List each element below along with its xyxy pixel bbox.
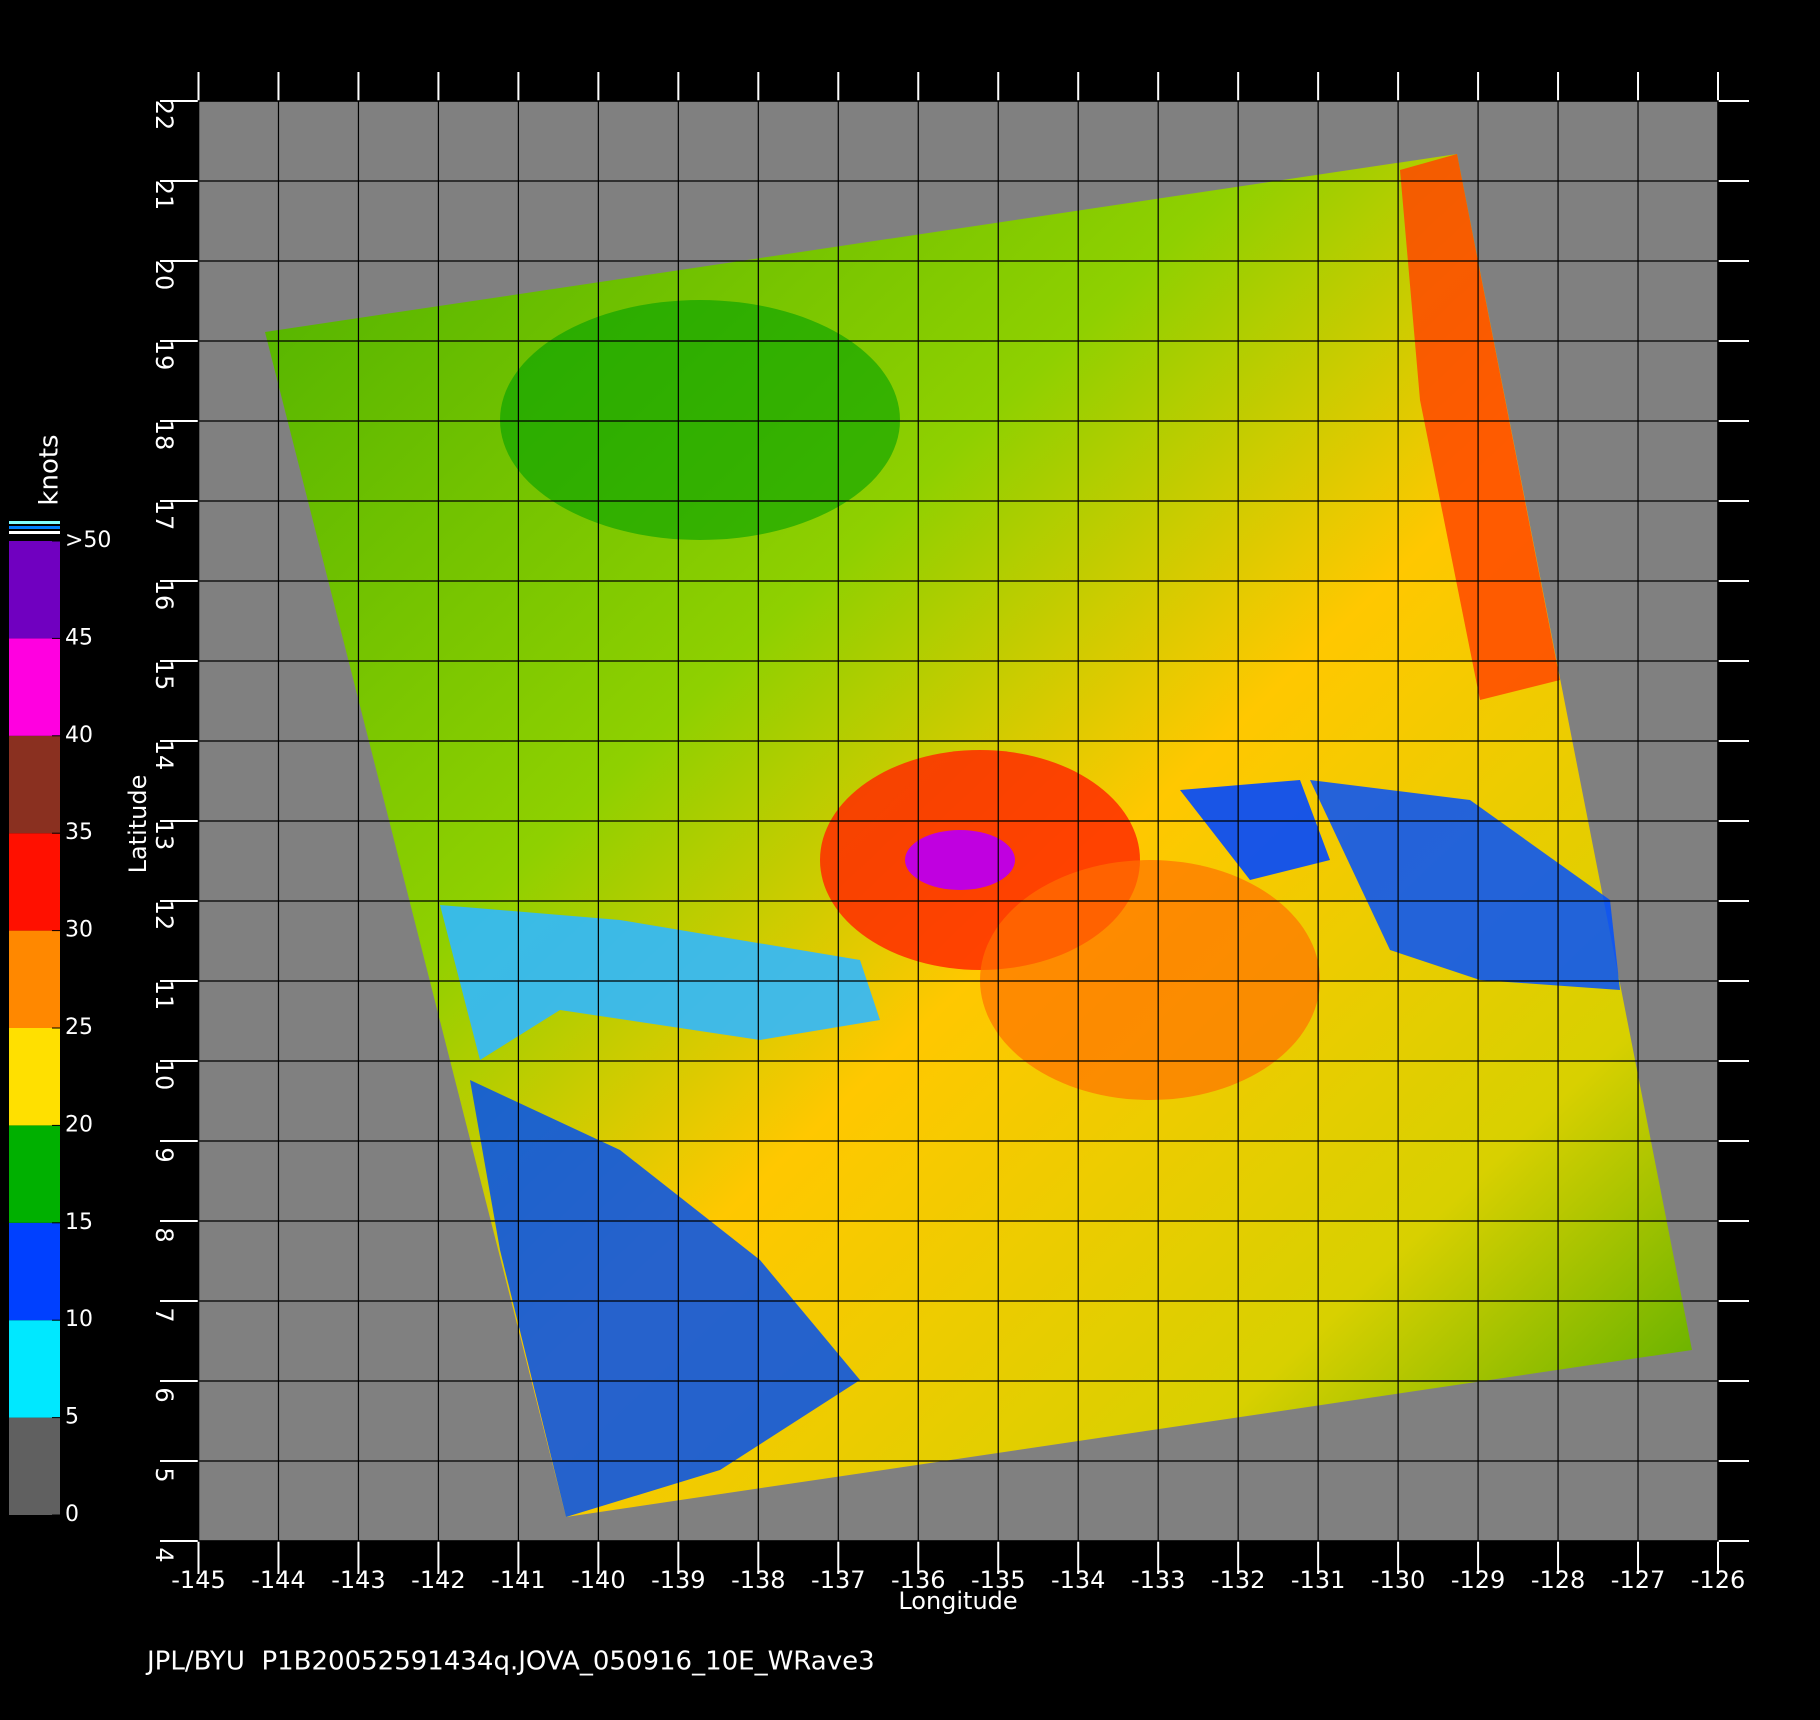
swath [265,154,1692,1517]
colorbar-segment [9,638,60,736]
colorbar-tick-label: 25 [65,1015,93,1040]
swath-patch [440,905,880,1060]
x-tick-label: -140 [571,1566,625,1594]
y-tick-label: 11 [150,980,178,1011]
colorbar-segment [9,1222,60,1321]
x-tick-label: -127 [1611,1566,1665,1594]
colorbar-tick-label: 30 [65,918,93,943]
x-tick-label: -137 [811,1566,865,1594]
y-axis-label: Latitude [124,775,152,874]
x-tick-label: -132 [1211,1566,1265,1594]
colorbar-title: knots [35,434,65,505]
y-tick-label: 21 [150,180,178,211]
colorbar-tick-label: >50 [65,528,111,553]
swath-patch [980,860,1320,1100]
x-tick-label: -138 [731,1566,785,1594]
colorbar-segment [9,1320,60,1418]
x-tick-label: -135 [971,1566,1025,1594]
y-tick-label: 15 [150,660,178,691]
x-tick-label: -144 [251,1566,305,1594]
y-tick-label: 18 [150,420,178,451]
colorbar-tick-label: 15 [65,1210,93,1235]
colorbar-cap [9,526,60,529]
x-tick-label: -131 [1291,1566,1345,1594]
swath-patch [1310,780,1620,990]
x-tick-label: -141 [491,1566,545,1594]
colorbar-tick-label: 35 [65,820,93,845]
x-axis-label: Longitude [898,1587,1017,1615]
x-tick-label: -143 [331,1566,385,1594]
colorbar-segment [9,735,60,834]
y-tick-label: 8 [150,1227,178,1242]
x-tick-label: -134 [1051,1566,1105,1594]
footer: JPL/BYU P1B20052591434q.JOVA_050916_10E_… [145,1647,875,1677]
colorbar-segment [9,541,60,639]
colorbar-tick-label: 20 [65,1112,93,1137]
y-tick-label: 20 [150,260,178,291]
colorbar-tick-label: 10 [65,1307,93,1332]
colorbar-segment [9,833,60,931]
x-tick-label: -128 [1531,1566,1585,1594]
colorbar-tick-label: 45 [65,625,93,650]
x-tick-label: -139 [651,1566,705,1594]
y-tick-label: 22 [150,100,178,131]
y-tick-label: 5 [150,1467,178,1482]
plot-frame [197,100,1719,1542]
colorbar-cap [9,521,60,524]
colorbar-cap [9,531,60,534]
x-tick-label: -142 [411,1566,465,1594]
colorbar-segment [9,1125,60,1223]
swath-patch [500,300,900,540]
axes: -145 -144 -143 -142 -141 -140 -139 -138 -137 -136… [150,72,1749,1594]
swath-patch [470,1080,860,1517]
x-tick-label: -129 [1451,1566,1505,1594]
x-tick-label: -133 [1131,1566,1185,1594]
colorbar-segment [9,1417,60,1515]
x-tick-label: -130 [1371,1566,1425,1594]
colorbar-tick-label: 0 [65,1502,79,1527]
y-tick-label: 6 [150,1387,178,1402]
colorbar-tick-label: 40 [65,723,93,748]
y-tick-label: 7 [150,1307,178,1322]
y-tick-label: 13 [150,820,178,851]
x-tick-label: -136 [891,1566,945,1594]
y-tick-label: 19 [150,340,178,371]
y-tick-label: 14 [150,740,178,771]
y-tick-label: 16 [150,580,178,611]
y-tick-label: 17 [150,500,178,531]
x-tick-label: -145 [171,1566,225,1594]
colorbar-segment [9,1028,60,1126]
colorbar-tick-label: 5 [65,1405,79,1430]
y-tick-label: 12 [150,900,178,931]
y-tick-label: 4 [150,1547,178,1562]
y-tick-label: 10 [150,1060,178,1091]
swath-patch [905,830,1015,890]
y-tick-label: 9 [150,1147,178,1162]
x-tick-label: -126 [1691,1566,1745,1594]
swath-patch [1180,780,1330,880]
colorbar-segment [9,930,60,1028]
swath-patch [1400,154,1560,700]
